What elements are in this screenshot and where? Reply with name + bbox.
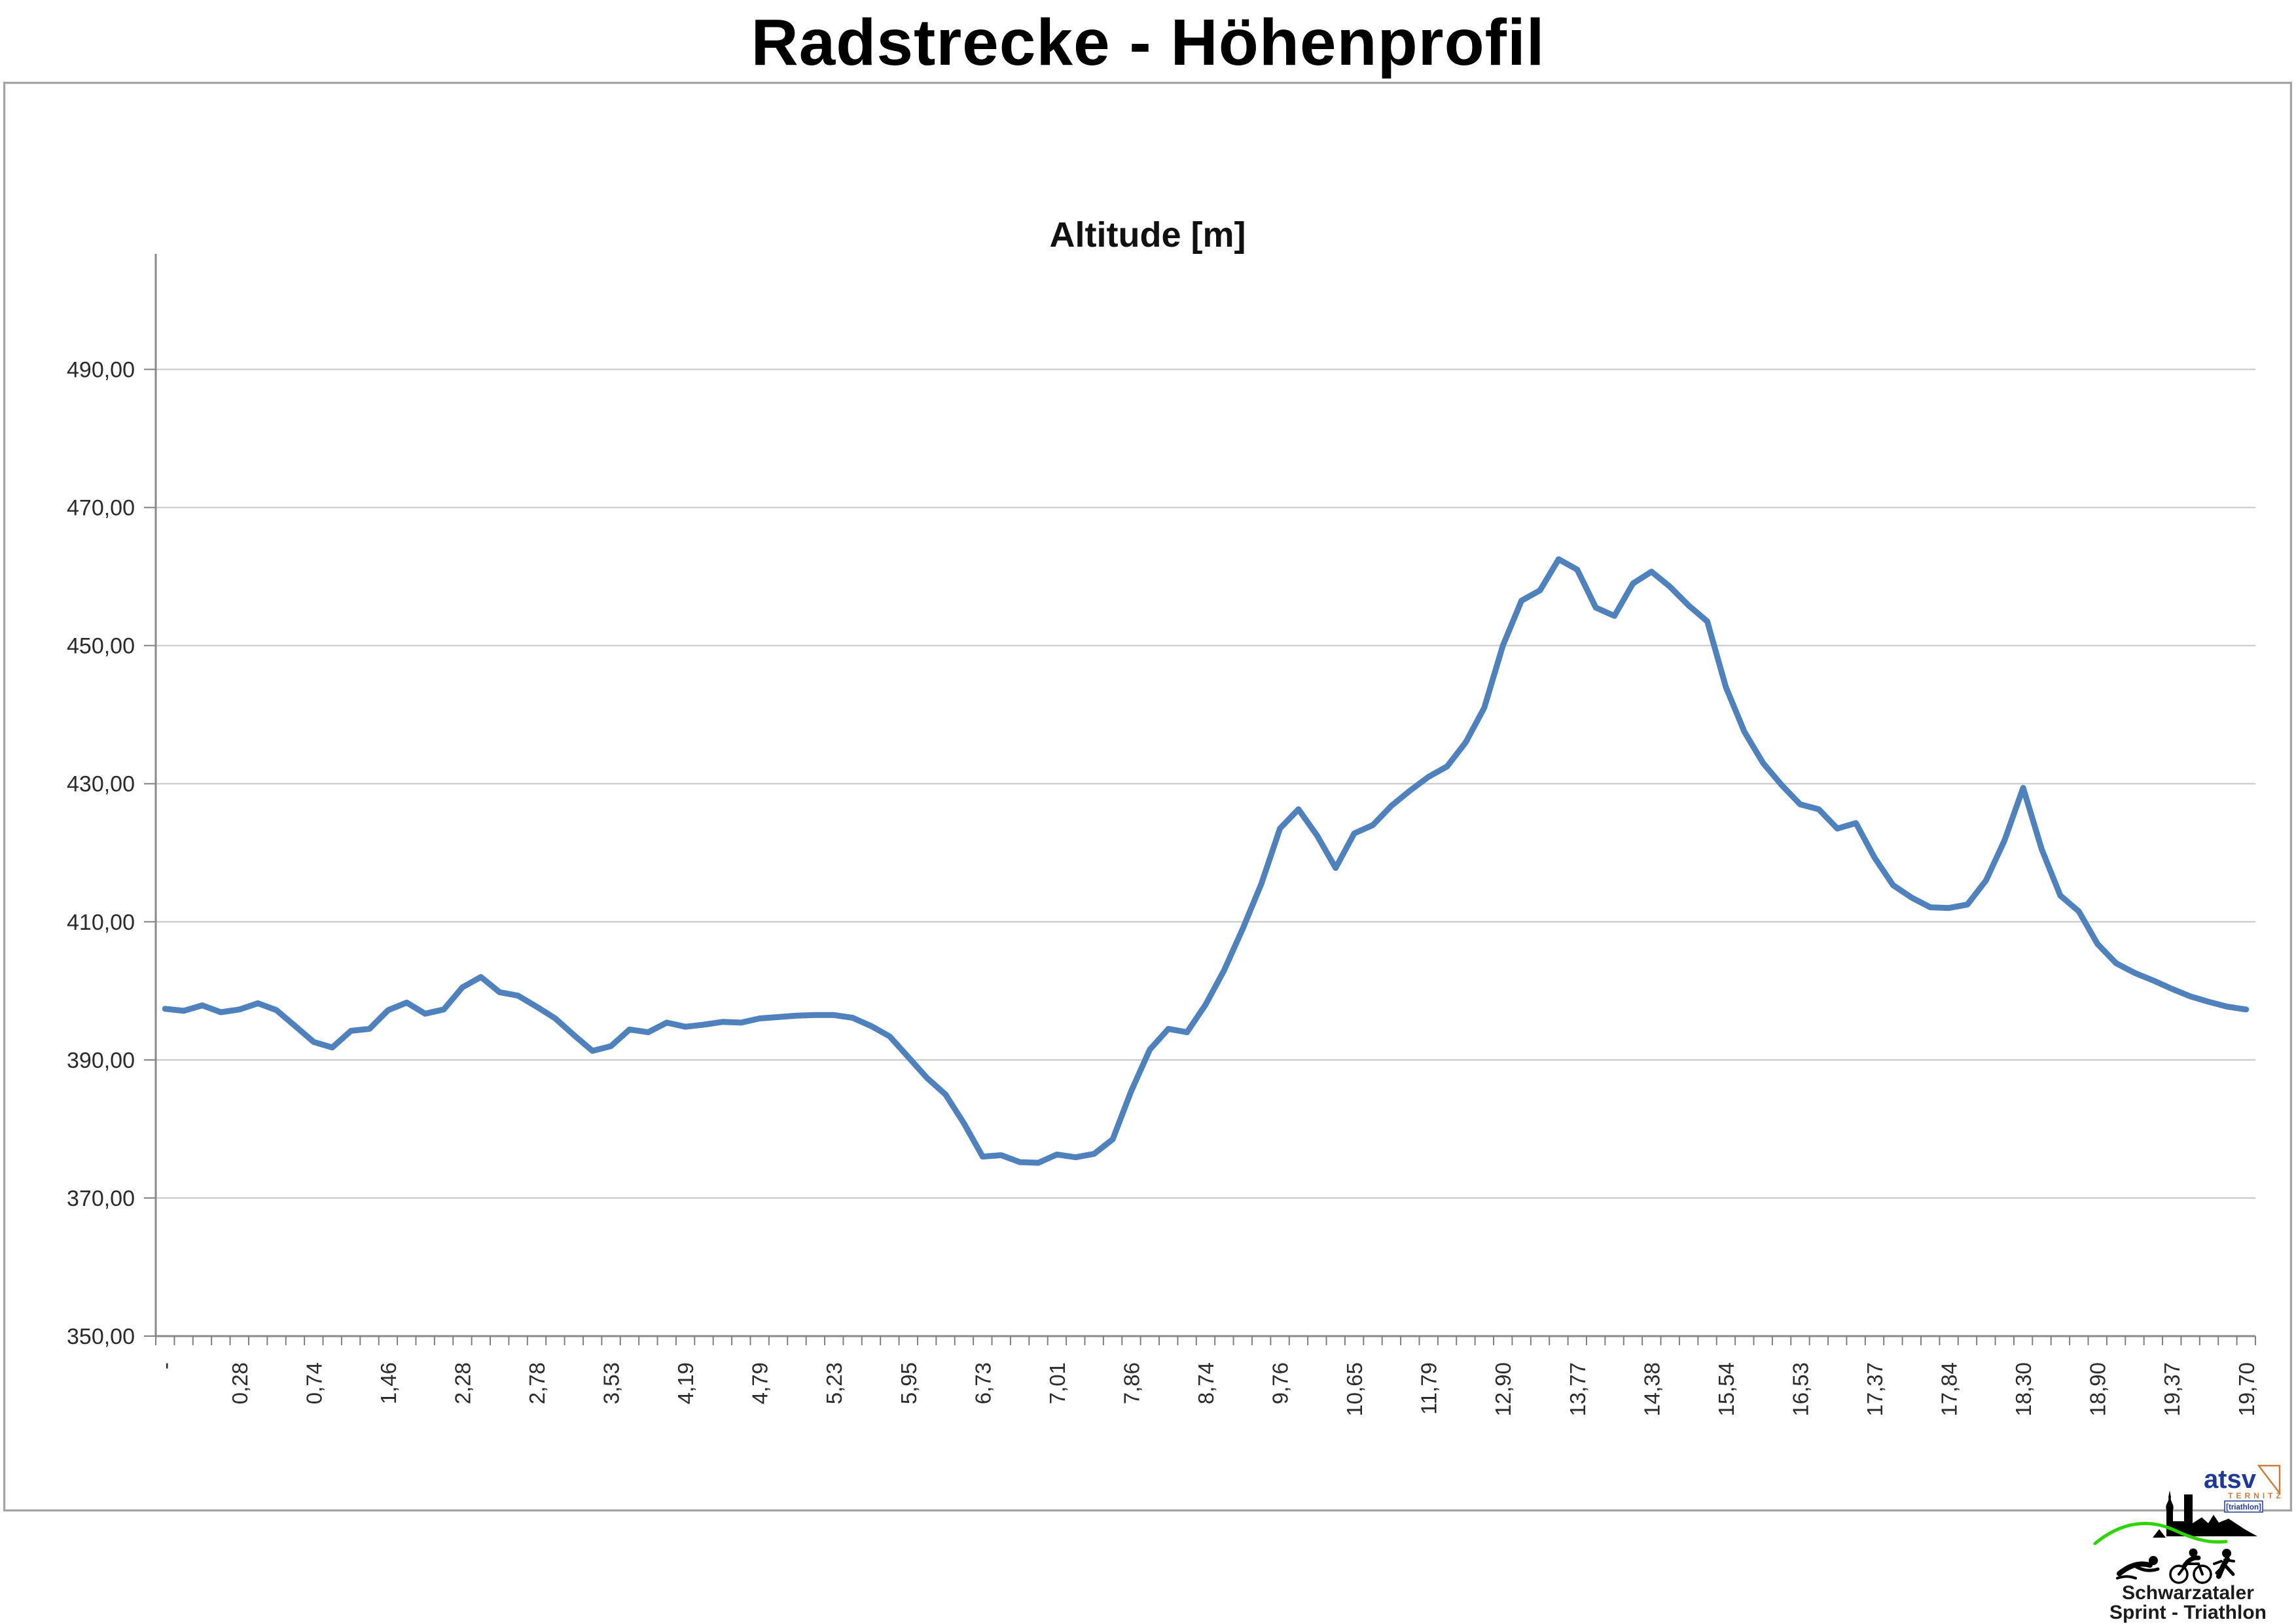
x-tick-label: 13,77 (1566, 1362, 1590, 1417)
x-tick-label: 2,78 (525, 1362, 549, 1404)
x-tick-label: 4,19 (673, 1362, 698, 1404)
logo-event-line1: Schwarzataler (2122, 1582, 2254, 1604)
y-tick-label: 350,00 (67, 1324, 135, 1349)
cyclist-icon (2169, 1548, 2212, 1584)
x-tick-label: 0,28 (228, 1362, 252, 1404)
x-tick-label: 7,86 (1119, 1362, 1143, 1404)
x-tick-label: 14,38 (1640, 1362, 1664, 1417)
y-tick-label: 430,00 (67, 772, 135, 797)
y-tick-label: 390,00 (67, 1048, 135, 1073)
x-tick-label: 15,54 (1714, 1362, 1738, 1417)
y-tick-label: 410,00 (67, 910, 135, 935)
x-tick-label: 6,73 (971, 1362, 995, 1404)
x-tick-label: - (153, 1362, 177, 1369)
y-tick-label: 450,00 (67, 634, 135, 659)
skyline-icon (2153, 1491, 2257, 1538)
x-tick-label: 2,28 (450, 1362, 475, 1404)
x-tick-label: 1,46 (376, 1362, 401, 1404)
x-tick-label: 19,37 (2160, 1362, 2184, 1417)
page-title: Radstrecke - Höhenprofil (751, 6, 1545, 79)
runner-icon (2213, 1549, 2235, 1579)
x-tick-label: 16,53 (1788, 1362, 1812, 1417)
y-tick-label: 490,00 (67, 358, 135, 383)
x-tick-label: 4,79 (748, 1362, 772, 1404)
x-tick-label: 8,74 (1194, 1362, 1218, 1404)
logo-club-city: TERNITZ (2228, 1491, 2284, 1500)
chart-title: Altitude [m] (1049, 215, 1246, 255)
x-tick-label: 3,53 (600, 1362, 624, 1404)
x-tick-label: 17,37 (1863, 1362, 1887, 1417)
y-tick-label: 370,00 (67, 1186, 135, 1211)
x-tick-label: 12,90 (1491, 1362, 1515, 1417)
swimmer-icon (2116, 1556, 2160, 1580)
x-tick-label: 18,90 (2086, 1362, 2110, 1417)
logo-event-line2: Sprint - Triathlon (2109, 1602, 2267, 1623)
x-tick-label: 5,95 (897, 1362, 921, 1404)
elevation-line-chart: 350,00 370,00 390,00 410,00 430,00 450,00 470,… (67, 254, 2259, 1417)
x-tick-label: 9,76 (1268, 1362, 1293, 1404)
x-tick-label: 0,74 (302, 1362, 326, 1404)
x-tick-label: 17,84 (1937, 1362, 1962, 1417)
x-tick-label: 5,23 (822, 1362, 846, 1404)
x-tick-label: 18,30 (2011, 1362, 2036, 1417)
club-logo: atsv TERNITZ [triathlon] (2093, 1464, 2284, 1623)
y-tick-label: 470,00 (67, 496, 135, 521)
x-tick-label: 10,65 (1342, 1362, 1367, 1417)
logo-club-short: atsv (2204, 1465, 2257, 1494)
logo-triangle-icon (2257, 1464, 2281, 1496)
x-tick-label: 7,01 (1045, 1362, 1069, 1404)
hill-icon (2093, 1521, 2228, 1545)
x-tick-label: 19,70 (2234, 1362, 2259, 1417)
x-tick-label: 11,79 (1417, 1362, 1441, 1415)
altitude-series-line (162, 556, 2250, 1166)
chart-frame: Altitude [m] 350,00 370,00 390,00 410,00 430… (3, 82, 2292, 1511)
logo-club-section: [triathlon] (2226, 1504, 2261, 1511)
logo-section-box (2224, 1500, 2263, 1513)
